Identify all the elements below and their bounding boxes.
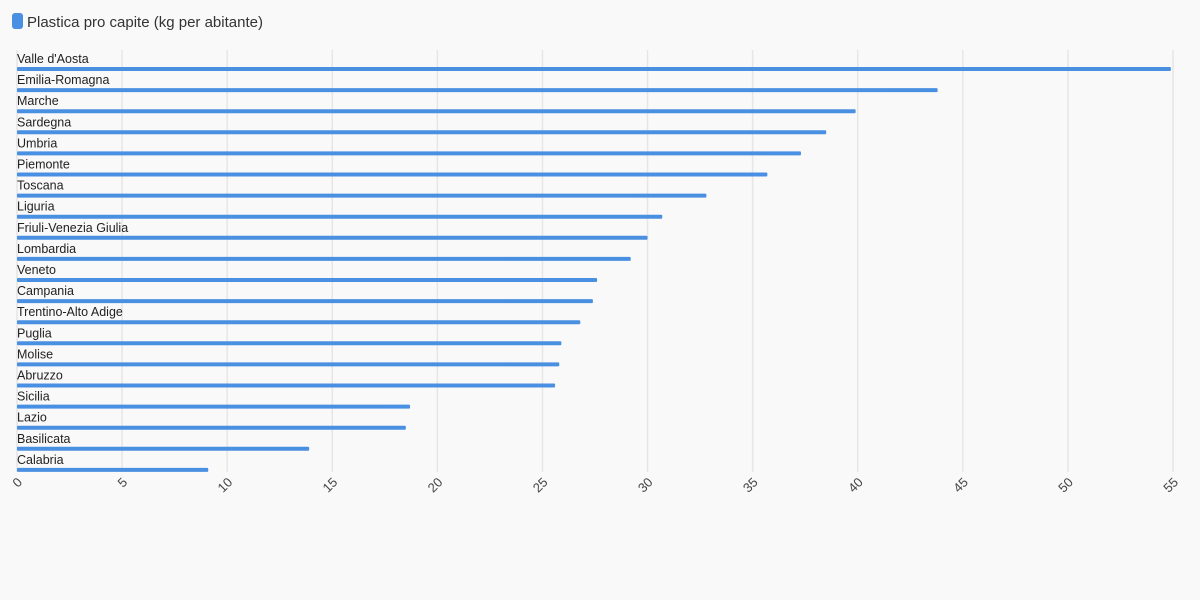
bar[interactable] xyxy=(17,130,827,135)
bar[interactable] xyxy=(17,446,310,451)
x-tick-label: 5 xyxy=(114,475,130,491)
bar[interactable] xyxy=(17,341,562,346)
bar[interactable] xyxy=(17,404,411,409)
category-label: Trentino-Alto Adige xyxy=(17,305,123,319)
category-labels: Valle d'Aosta Emilia-Romagna Marche Sardegn… xyxy=(17,52,128,467)
bar[interactable] xyxy=(17,383,556,388)
category-label: Veneto xyxy=(17,263,56,277)
category-label: Toscana xyxy=(17,179,64,193)
bar[interactable] xyxy=(17,299,593,304)
bar[interactable] xyxy=(17,256,631,261)
bar[interactable] xyxy=(17,88,938,93)
bar[interactable] xyxy=(17,214,663,219)
category-label: Sardegna xyxy=(17,115,71,129)
category-label: Molise xyxy=(17,347,53,361)
grid-lines xyxy=(16,50,1174,472)
x-tick-label: 15 xyxy=(320,475,341,496)
x-tick-label: 30 xyxy=(635,475,656,496)
category-label: Liguria xyxy=(17,200,55,214)
bar[interactable] xyxy=(17,109,856,114)
legend[interactable]: Plastica pro capite (kg per abitante) xyxy=(12,13,263,31)
bar[interactable] xyxy=(17,235,648,240)
category-label: Marche xyxy=(17,94,59,108)
x-tick-label: 55 xyxy=(1160,475,1181,496)
x-tick-label: 0 xyxy=(9,475,25,491)
category-label: Umbria xyxy=(17,136,57,150)
bars xyxy=(17,67,1171,472)
category-label: Calabria xyxy=(17,453,64,467)
x-tick-label: 35 xyxy=(740,475,761,496)
x-tick-label: 40 xyxy=(845,475,866,496)
category-label: Lombardia xyxy=(17,242,76,256)
category-label: Lazio xyxy=(17,411,47,425)
x-tick-label: 50 xyxy=(1055,475,1076,496)
bar[interactable] xyxy=(17,425,406,430)
bar[interactable] xyxy=(17,151,801,156)
bar[interactable] xyxy=(17,362,560,367)
bar[interactable] xyxy=(17,467,209,472)
legend-label: Plastica pro capite (kg per abitante) xyxy=(27,14,263,31)
x-tick-label: 45 xyxy=(950,475,971,496)
bar[interactable] xyxy=(17,172,768,177)
category-label: Basilicata xyxy=(17,432,71,446)
bar[interactable] xyxy=(17,67,1171,71)
bar[interactable] xyxy=(17,193,707,198)
x-tick-label: 20 xyxy=(425,475,446,496)
x-tick-label: 25 xyxy=(530,475,551,496)
category-label: Piemonte xyxy=(17,158,70,172)
bar[interactable] xyxy=(17,320,581,325)
category-label: Friuli-Venezia Giulia xyxy=(17,221,128,235)
category-label: Sicilia xyxy=(17,390,50,404)
category-label: Valle d'Aosta xyxy=(17,52,89,66)
category-label: Emilia-Romagna xyxy=(17,73,109,87)
legend-swatch xyxy=(12,13,23,29)
category-label: Abruzzo xyxy=(17,369,63,383)
category-label: Campania xyxy=(17,284,74,298)
x-axis-ticks: 0 5 10 15 20 25 30 35 40 45 50 55 xyxy=(9,475,1181,496)
category-label: Puglia xyxy=(17,326,52,340)
x-tick-label: 10 xyxy=(214,475,235,496)
bar[interactable] xyxy=(17,278,598,282)
